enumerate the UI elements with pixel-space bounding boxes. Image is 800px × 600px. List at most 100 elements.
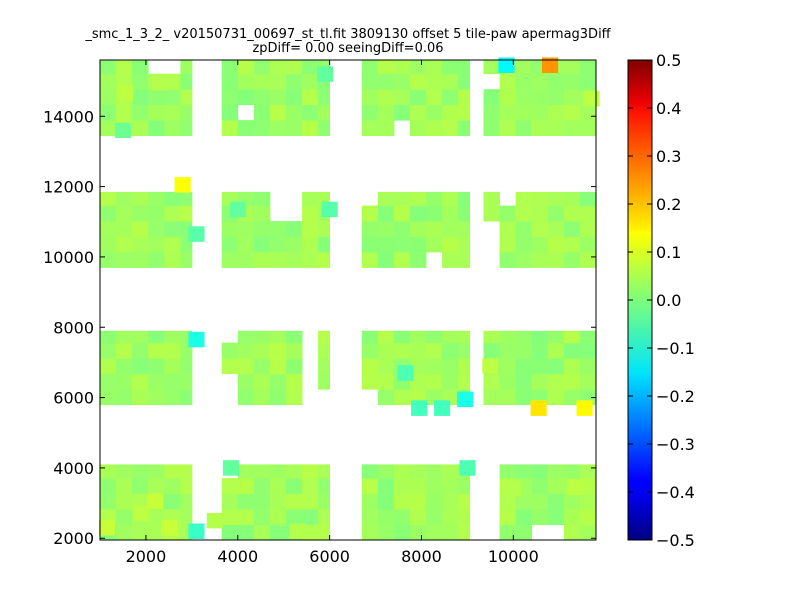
heatmap-cell: [180, 493, 193, 510]
heatmap-cell: [442, 89, 459, 106]
heatmap-cell: [442, 205, 459, 222]
heatmap-cell: [237, 236, 255, 253]
heatmap-cell: [148, 389, 165, 405]
heatmap-cell: [377, 89, 395, 106]
heatmap-cell: [221, 524, 239, 541]
heatmap-cell: [164, 205, 181, 222]
heatmap-cell: [302, 252, 319, 268]
heatmap-cell: [132, 236, 149, 253]
heatmap-cell: [442, 464, 459, 479]
heatmap-cell: [377, 478, 395, 494]
heatmap-cell: [579, 493, 597, 510]
y-tick-label: 6000: [53, 389, 94, 408]
heatmap-cell: [515, 252, 533, 268]
heatmap-cell: [426, 89, 443, 106]
heatmap-cell: [237, 509, 255, 525]
heatmap-cell: [393, 464, 411, 479]
heatmap-cell: [547, 373, 565, 390]
heatmap-cell: [253, 191, 271, 206]
heatmap-cell: [442, 373, 459, 390]
heatmap-cell: [286, 221, 303, 237]
heatmap-cell: [180, 524, 193, 541]
heatmap-cell: [132, 373, 149, 390]
heatmap-cell: [164, 252, 181, 268]
heatmap-cell: [318, 104, 330, 121]
heatmap-cell: [361, 205, 379, 222]
heatmap-cell: [410, 464, 427, 479]
heatmap-cell: [458, 120, 471, 136]
heatmap-cell: [286, 493, 303, 510]
heatmap-cell: [237, 60, 255, 75]
heatmap-cell: [318, 330, 330, 344]
heatmap-cell: [515, 373, 533, 390]
heatmap-cell: [164, 373, 181, 390]
heatmap-cell: [132, 358, 149, 375]
heatmap-cell: [237, 493, 255, 510]
heatmap-cell: [317, 66, 334, 82]
heatmap-cell: [459, 460, 476, 476]
heatmap-cell: [148, 89, 165, 106]
heatmap-cell: [221, 358, 239, 375]
heatmap-cell: [237, 358, 255, 375]
heatmap-cell: [579, 509, 597, 525]
heatmap-cell: [188, 226, 205, 242]
heatmap-cell: [583, 90, 600, 107]
heatmap-cell: [531, 330, 549, 344]
heatmap-cell: [563, 493, 581, 510]
heatmap-cell: [164, 104, 181, 121]
heatmap-cell: [547, 252, 565, 268]
heatmap-cell: [393, 60, 411, 75]
heatmap-cell: [237, 89, 255, 106]
heatmap-cell: [132, 60, 149, 75]
heatmap-cell: [410, 509, 427, 525]
heatmap-cell: [377, 509, 395, 525]
heatmap-cell: [563, 236, 581, 253]
heatmap-cell: [483, 60, 500, 75]
heatmap-cell: [286, 389, 303, 405]
heatmap-cell: [100, 104, 117, 121]
heatmap-cell: [410, 373, 427, 390]
heatmap-cell: [302, 205, 319, 222]
heatmap-cell: [361, 493, 379, 510]
heatmap-cell: [482, 358, 499, 374]
heatmap-cell: [132, 104, 149, 121]
heatmap-cell: [377, 120, 395, 136]
heatmap-cell: [132, 524, 149, 541]
heatmap-cell: [499, 509, 517, 525]
heatmap-cell: [221, 493, 239, 510]
heatmap-cell: [98, 520, 115, 536]
heatmap-cell: [116, 342, 133, 359]
heatmap-cell: [221, 73, 239, 90]
heatmap-cell: [442, 104, 459, 121]
heatmap-cell: [483, 104, 500, 121]
heatmap-cell: [286, 89, 303, 106]
heatmap-cell: [164, 342, 181, 359]
heatmap-cell: [563, 464, 581, 479]
heatmap-cell: [253, 104, 271, 121]
heatmap-cell: [269, 509, 287, 525]
heatmap-cell: [237, 252, 255, 268]
heatmap-cell: [515, 524, 533, 541]
heatmap-cell: [237, 524, 255, 541]
heatmap-cell: [253, 236, 271, 253]
heatmap-cell: [547, 89, 565, 106]
y-axis-ticks: 2000 4000 6000 8000 10000 12000 14000: [43, 107, 596, 548]
heatmap-cell: [393, 236, 411, 253]
heatmap-cell: [531, 358, 549, 375]
heatmap-cell: [563, 524, 581, 541]
heatmap-cell: [442, 493, 459, 510]
colorbar-tick-label: 0.5: [656, 51, 681, 70]
heatmap-cell: [563, 191, 581, 206]
heatmap-cell: [547, 73, 565, 90]
heatmap-cell: [531, 478, 549, 494]
heatmap-cell: [318, 120, 330, 136]
heatmap-cell: [269, 478, 287, 494]
heatmap-cell: [180, 89, 193, 106]
heatmap-cell: [164, 236, 181, 253]
heatmap-cell: [547, 191, 565, 206]
heatmap-cell: [563, 342, 581, 359]
heatmap-cell: [100, 373, 117, 390]
heatmap-cell: [117, 85, 134, 102]
heatmap-cell: [361, 221, 379, 237]
y-tick-label: 14000: [43, 107, 94, 126]
